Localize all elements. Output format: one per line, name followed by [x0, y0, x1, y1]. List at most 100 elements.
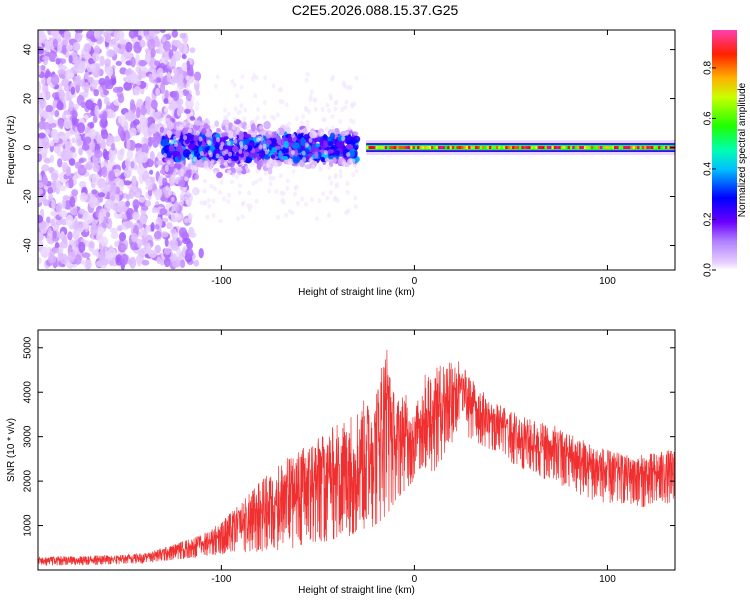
band-core — [537, 146, 541, 150]
heat-cell — [182, 187, 187, 193]
heat-cell — [98, 86, 103, 93]
heat-cell — [38, 81, 41, 93]
heat-cell — [202, 188, 207, 194]
heat-cell — [336, 140, 342, 148]
heat-cell — [88, 196, 98, 209]
heat-cell — [130, 241, 138, 251]
heat-cell — [294, 149, 299, 157]
heat-cell — [52, 230, 57, 239]
heat-cell — [185, 92, 193, 102]
heat-cell — [87, 76, 94, 84]
band-core — [479, 146, 483, 150]
heat-cell — [313, 97, 318, 103]
heat-cell — [255, 115, 260, 121]
band-core — [546, 146, 550, 150]
heat-cell — [178, 124, 183, 130]
heat-cell — [305, 142, 309, 148]
heat-cell — [232, 116, 237, 122]
colorbar-tick-label: 0.4 — [703, 162, 714, 176]
heat-cell — [329, 132, 336, 140]
heat-cell — [71, 189, 79, 197]
heat-cell — [320, 130, 325, 136]
heat-cell — [74, 161, 82, 169]
heat-cell — [77, 167, 87, 174]
heat-cell — [38, 46, 45, 55]
heat-cell — [136, 255, 143, 267]
heat-cell — [124, 157, 131, 168]
heat-cell — [128, 30, 138, 39]
heat-cell — [88, 57, 94, 65]
heat-cell — [311, 164, 316, 170]
heat-cell — [213, 84, 218, 89]
heat-cell — [143, 131, 149, 139]
band-core — [664, 146, 668, 150]
heat-cell — [211, 212, 216, 218]
heat-cell — [137, 35, 142, 41]
heat-cell — [179, 200, 184, 206]
heat-cell — [109, 192, 116, 201]
heat-cell — [171, 244, 179, 251]
heat-cell — [276, 214, 280, 220]
heat-cell — [343, 105, 348, 110]
heat-cell — [74, 130, 80, 140]
heat-cell — [176, 107, 182, 117]
band-core — [393, 146, 397, 150]
heat-cell — [190, 75, 195, 81]
heat-cell — [53, 145, 60, 154]
heat-cell — [155, 192, 161, 201]
heat-cell — [354, 168, 359, 174]
heat-cell — [238, 123, 242, 129]
heat-cell — [281, 155, 289, 161]
heat-cell — [50, 218, 56, 227]
heat-cell — [176, 128, 181, 137]
heat-cell — [201, 156, 206, 161]
heat-cell — [65, 165, 72, 177]
heat-cell — [45, 216, 51, 224]
heat-cell — [344, 84, 349, 90]
heat-cell — [338, 174, 343, 179]
heat-cell — [190, 96, 195, 101]
heat-cell — [50, 74, 60, 86]
heat-cell — [314, 132, 319, 138]
heat-cell — [227, 192, 231, 198]
band-core — [382, 146, 386, 150]
heat-cell — [163, 247, 171, 255]
x-tick-label: 0 — [412, 276, 418, 287]
band-core — [521, 146, 525, 150]
colorbar-gradient — [712, 30, 737, 270]
heat-cell — [61, 199, 66, 209]
heat-cell — [144, 178, 153, 187]
heat-cell — [293, 185, 298, 191]
heat-cell — [338, 118, 343, 124]
x-axis-label: Height of straight line (km) — [298, 287, 415, 298]
heat-cell — [47, 254, 57, 264]
heat-cell — [211, 198, 216, 204]
heat-cell — [314, 151, 319, 159]
heat-cell — [65, 149, 73, 160]
heat-cell — [195, 89, 200, 96]
band-core — [424, 146, 428, 150]
heat-cell — [193, 259, 200, 267]
band-core — [398, 146, 402, 150]
heat-cell — [153, 60, 160, 67]
heat-cell — [271, 83, 276, 89]
band-core — [560, 146, 564, 150]
y-tick-label: 5000 — [23, 336, 34, 359]
band-core — [481, 146, 485, 150]
heat-cell — [115, 254, 123, 266]
heat-cell — [163, 257, 171, 268]
heat-cell — [207, 197, 211, 203]
heat-cell — [254, 198, 259, 204]
heat-cell — [166, 117, 171, 123]
heat-cell — [204, 130, 213, 137]
band-core — [574, 146, 578, 150]
heat-cell — [130, 161, 135, 169]
heat-cell — [212, 186, 217, 192]
heat-cell — [341, 136, 346, 142]
heat-cell — [205, 214, 210, 220]
band-core — [558, 146, 562, 150]
heat-cell — [100, 236, 109, 247]
band-core — [630, 146, 634, 150]
heat-cell — [270, 154, 276, 159]
band-core — [463, 146, 467, 150]
